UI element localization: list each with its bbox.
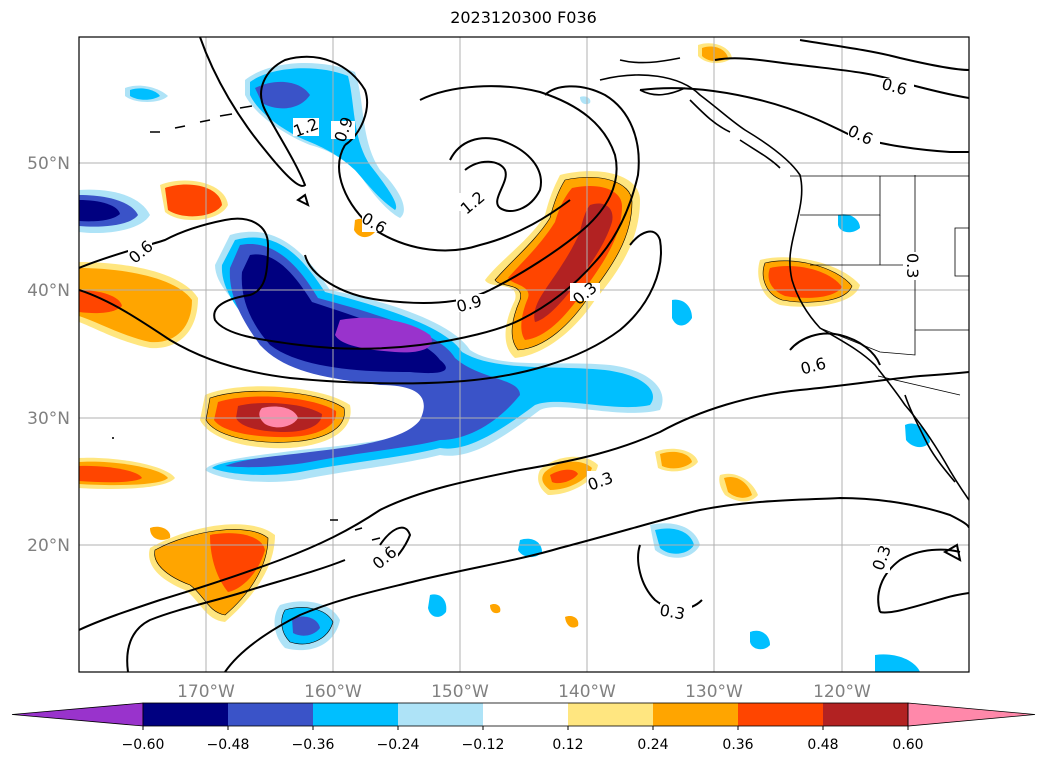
colorbar-tick-label: 0.60 [892,737,923,753]
lon-tick-label: 140°W [558,682,616,702]
lat-tick-label: 30°N [27,409,70,429]
lon-tick-label: 170°W [177,682,235,702]
colorbar-tick-label: −0.60 [122,737,165,753]
contour-lines [79,37,969,672]
gridlines [79,37,969,672]
contour-label-group: 0.6 1.2 0.9 0.6 1.2 0.9 0.3 0.3 0.6 0.6 … [125,74,922,624]
colorbar-extend-high [907,702,1036,727]
lon-tick-label: 160°W [304,682,362,702]
lat-tick-label: 20°N [27,536,70,556]
shaded-field [79,43,930,672]
colorbar-segment [483,703,568,726]
colorbar-tick-label: 0.24 [637,737,668,753]
colorbar-tick-label: −0.12 [462,737,505,753]
lat-tick-label: 40°N [27,281,70,301]
colorbar-segment [823,703,908,726]
lon-tick-label: 150°W [431,682,489,702]
colorbar-extend-low [11,702,144,727]
contour-label: 0.3 [658,601,686,624]
lon-tick-label: 130°W [685,682,743,702]
colorbar-segment [143,703,228,726]
contour-label: 0.3 [903,253,922,278]
map-title: 2023120300 F036 [450,8,597,27]
colorbar-segment [313,703,398,726]
colorbar-tick-label: 0.48 [807,737,838,753]
lon-tick-label: 120°W [813,682,871,702]
colorbar-outline [142,702,909,727]
map-frame [78,36,970,673]
colorbar-tick-label: −0.24 [377,737,420,753]
colorbar-tick-label: 0.36 [722,737,753,753]
shaded-outlines [154,176,853,645]
lat-tick-label: 50°N [27,154,70,174]
coastlines [112,57,969,553]
colorbar-segment [228,703,313,726]
latitude-tick-labels: 50°N 40°N 30°N 20°N [27,154,70,556]
colorbar-segment [653,703,738,726]
longitude-tick-labels: 170°W 160°W 150°W 140°W 130°W 120°W [177,682,871,702]
colorbar-tick-label: −0.48 [207,737,250,753]
colorbar-segment [398,703,483,726]
colorbar: −0.60 −0.48 −0.36 −0.24 −0.12 0.12 0.24 0.36 0.4… [11,702,1036,753]
colorbar-segment [568,703,653,726]
colorbar-tick-label: 0.12 [552,737,583,753]
colorbar-tick-label: −0.36 [292,737,335,753]
colorbar-segment [738,703,823,726]
